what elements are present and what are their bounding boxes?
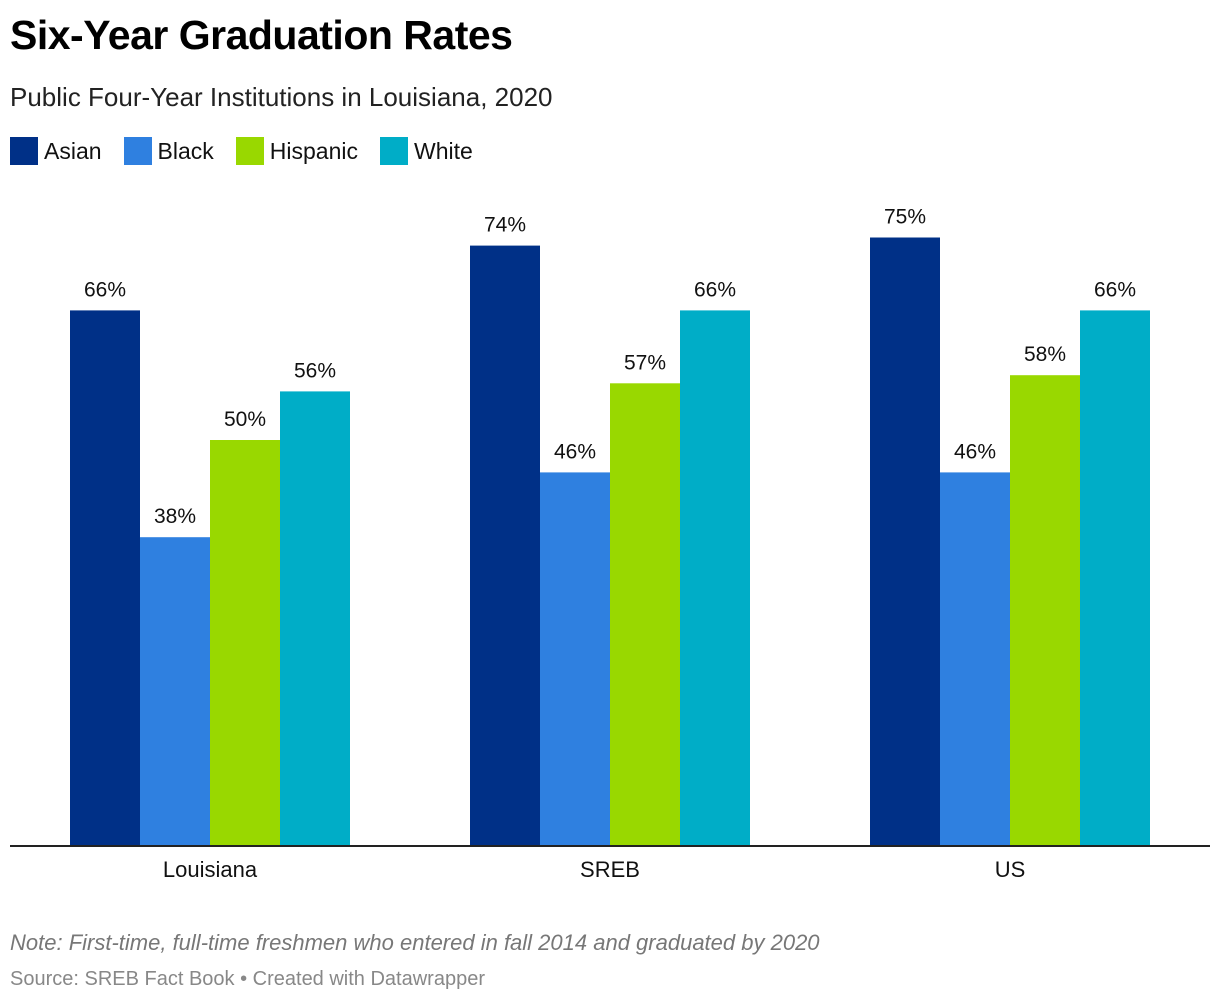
legend-label-black: Black xyxy=(157,138,214,164)
x-tick-label-louisiana: Louisiana xyxy=(163,857,258,882)
bar-us-black xyxy=(940,472,1010,845)
bar-sreb-hispanic xyxy=(610,383,680,845)
bar-us-asian xyxy=(870,237,940,845)
bar-louisiana-white xyxy=(280,391,350,845)
data-label-sreb-white: 66% xyxy=(694,278,736,301)
data-label-us-white: 66% xyxy=(1094,278,1136,301)
data-label-us-black: 46% xyxy=(954,440,996,463)
legend-item-black: Black xyxy=(123,136,214,166)
legend-label-white: White xyxy=(414,138,473,164)
bar-louisiana-hispanic xyxy=(210,440,280,845)
legend-swatch-asian xyxy=(10,137,38,165)
data-label-louisiana-hispanic: 50% xyxy=(224,408,266,431)
legend-swatch-hispanic xyxy=(235,137,264,165)
x-tick-label-sreb: SREB xyxy=(580,857,640,882)
x-tick-label-us: US xyxy=(995,857,1026,882)
legend: Asian Black Hispanic White xyxy=(10,134,495,168)
bar-chart: 66% 38% 50% 56% Louisiana 74% 46% 57% 66% SREB 75%… xyxy=(10,206,1210,882)
data-label-sreb-hispanic: 57% xyxy=(624,351,666,374)
legend-label-asian: Asian xyxy=(44,138,102,164)
legend-label-hispanic: Hispanic xyxy=(269,138,359,164)
data-label-sreb-black: 46% xyxy=(554,440,596,463)
data-label-louisiana-black: 38% xyxy=(154,505,196,528)
legend-item-hispanic: Hispanic xyxy=(235,136,359,166)
data-label-sreb-asian: 74% xyxy=(484,214,526,237)
bar-sreb-black xyxy=(540,472,610,845)
bar-louisiana-black xyxy=(140,537,210,845)
chart-title: Six-Year Graduation Rates xyxy=(10,12,513,58)
bar-louisiana-asian xyxy=(70,310,140,845)
legend-item-asian: Asian xyxy=(10,136,102,166)
legend-swatch-black xyxy=(123,137,152,165)
chart-subtitle: Public Four-Year Institutions in Louisia… xyxy=(10,82,553,112)
data-label-us-hispanic: 58% xyxy=(1024,343,1066,366)
legend-item-white: White xyxy=(380,136,473,166)
chart-note: Note: First-time, full-time freshmen who… xyxy=(10,930,820,955)
bar-sreb-white xyxy=(680,310,750,845)
bar-sreb-asian xyxy=(470,245,540,846)
data-label-us-asian: 75% xyxy=(884,206,926,229)
chart-source: Source: SREB Fact Book • Created with Da… xyxy=(10,968,485,990)
legend-swatch-white xyxy=(380,137,409,165)
bar-us-white xyxy=(1080,310,1150,845)
data-label-louisiana-asian: 66% xyxy=(84,278,126,301)
data-label-louisiana-white: 56% xyxy=(294,359,336,382)
bar-us-hispanic xyxy=(1010,375,1080,845)
